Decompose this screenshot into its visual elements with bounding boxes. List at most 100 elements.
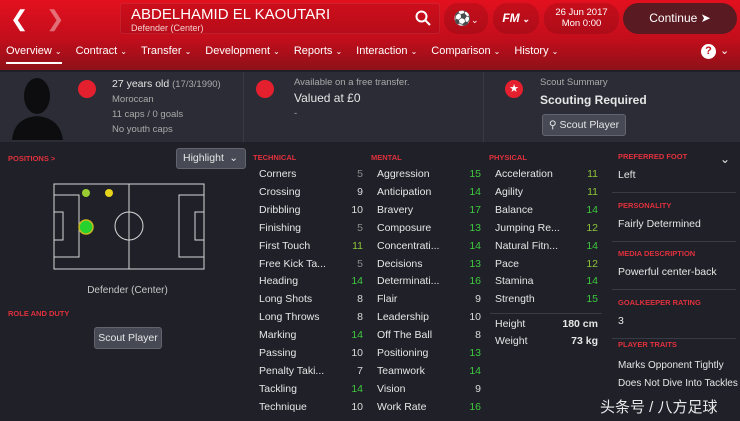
attribute-row[interactable]: Heading 14 [259, 272, 363, 290]
attribute-row[interactable]: Agility 11 [495, 183, 598, 201]
attribute-row[interactable]: Concentrati... 14 [377, 237, 481, 255]
attribute-name: Corners [259, 168, 297, 180]
world-menu-button[interactable]: ⚽⌄ [444, 3, 488, 34]
player-position: Defender (Center) [131, 23, 204, 33]
tab-label: Comparison [431, 45, 491, 57]
tab-interaction[interactable]: Interaction ⌄ [356, 45, 417, 64]
attribute-value: 14 [469, 239, 481, 252]
attribute-row[interactable]: Stamina 14 [495, 272, 598, 290]
attribute-row[interactable]: Finishing 5 [259, 219, 363, 237]
search-icon[interactable] [415, 10, 431, 26]
player-title-box: ABDELHAMID EL KAOUTARI Defender (Center) [120, 3, 440, 34]
attribute-row[interactable]: Tackling 14 [259, 380, 363, 398]
attribute-row[interactable]: Corners 5 [259, 165, 363, 183]
tab-comparison[interactable]: Comparison ⌄ [431, 45, 500, 64]
chevron-down-icon: ⌄ [54, 47, 62, 56]
tab-transfer[interactable]: Transfer ⌄ [141, 45, 191, 64]
tab-overview[interactable]: Overview ⌄ [6, 45, 62, 64]
attribute-name: Teamwork [377, 364, 425, 377]
tab-reports[interactable]: Reports ⌄ [294, 45, 342, 64]
attribute-row[interactable]: Off The Ball 8 [377, 326, 481, 344]
highlight-dropdown[interactable]: Highlight ⌄ [176, 148, 246, 169]
attribute-name: Composure [377, 221, 432, 234]
fm-menu-button[interactable]: FM ⌄ [493, 3, 539, 34]
attribute-row[interactable]: First Touch 11 [259, 237, 363, 255]
watermark: 头条号 / 八方足球 [600, 399, 718, 416]
attribute-value: 14 [351, 329, 363, 342]
chevron-down-icon: ⌄ [470, 15, 479, 25]
attribute-row[interactable]: Marking 14 [259, 326, 363, 344]
chevron-down-icon: ⌄ [273, 47, 280, 56]
time: Mon 0:00 [561, 18, 602, 29]
attribute-row[interactable]: Crossing 9 [259, 183, 363, 201]
attribute-row[interactable]: Strength 15 [495, 290, 598, 308]
height-value: 180 cm [562, 318, 598, 330]
attribute-row[interactable]: Leadership 10 [377, 308, 481, 326]
side-section-title: PERSONALITY [618, 200, 672, 210]
attribute-row[interactable]: Free Kick Ta... 5 [259, 255, 363, 273]
attribute-row[interactable]: Technique 10 [259, 398, 363, 416]
tab-label: History [514, 45, 549, 57]
attribute-row[interactable]: Acceleration 11 [495, 165, 598, 183]
attribute-row[interactable]: Aggression 15 [377, 165, 481, 183]
attribute-name: Decisions [377, 257, 423, 270]
attribute-row[interactable]: Positioning 13 [377, 344, 481, 362]
positions-link[interactable]: POSITIONS > [8, 154, 56, 163]
attribute-row[interactable]: Jumping Re... 12 [495, 219, 598, 237]
attribute-row[interactable]: Penalty Taki... 7 [259, 362, 363, 380]
attribute-value: 14 [469, 185, 481, 198]
attribute-row[interactable]: Natural Fitn... 14 [495, 237, 598, 255]
physical-title: PHYSICAL [489, 153, 527, 162]
side-section-value: 3 [618, 314, 624, 327]
chevron-down-icon[interactable]: ⌄ [720, 45, 730, 57]
scout-player-button[interactable]: Scout Player [94, 327, 162, 349]
player-info-strip: 27 years old (17/3/1990) Moroccan 11 cap… [0, 72, 740, 142]
caps: 11 caps / 0 goals [112, 109, 184, 120]
attribute-value: 10 [469, 311, 481, 324]
attribute-row[interactable]: Balance 14 [495, 201, 598, 219]
attribute-row[interactable]: Long Shots 8 [259, 290, 363, 308]
continue-button[interactable]: Continue ➤ [623, 3, 737, 34]
chevron-down-icon[interactable]: ⌄ [720, 152, 731, 166]
attribute-row[interactable]: Dribbling 10 [259, 201, 363, 219]
attribute-name: Agility [495, 185, 524, 198]
attribute-name: Positioning [377, 347, 429, 359]
attribute-row[interactable]: Anticipation 14 [377, 183, 481, 201]
side-section-value: Left [618, 169, 636, 181]
highlight-label: Highlight [183, 152, 224, 164]
forward-icon[interactable]: ❯ [46, 6, 65, 31]
attribute-row[interactable]: Teamwork 14 [377, 362, 481, 380]
chevron-down-icon: ⌄ [410, 47, 418, 56]
attribute-value: 5 [357, 221, 363, 234]
attribute-row[interactable]: Flair 9 [377, 290, 481, 308]
attribute-value: 13 [469, 221, 481, 234]
position-dot-dc [78, 219, 94, 235]
help-icon[interactable]: ? [701, 44, 716, 59]
attribute-value: 16 [469, 275, 481, 288]
player-value: Valued at £0 [294, 91, 361, 105]
scout-player-button[interactable]: ⚲ Scout Player [542, 114, 626, 136]
attribute-row[interactable]: Passing 10 [259, 344, 363, 362]
attribute-row[interactable]: Determinati... 16 [377, 272, 481, 290]
attribute-value: 8 [357, 293, 363, 306]
attribute-row[interactable]: Composure 13 [377, 219, 481, 237]
date: 26 Jun 2017 [555, 7, 608, 18]
attribute-row[interactable]: Decisions 13 [377, 255, 481, 273]
chevron-down-icon: ⌄ [519, 14, 530, 24]
attribute-row[interactable]: Long Throws 8 [259, 308, 363, 326]
nationality[interactable]: Moroccan [112, 94, 154, 105]
attribute-row[interactable]: Bravery 17 [377, 201, 481, 219]
tab-development[interactable]: Development ⌄ [205, 45, 280, 64]
tab-label: Transfer [140, 45, 182, 57]
attribute-value: 14 [586, 275, 598, 288]
attribute-row[interactable]: Work Rate 16 [377, 398, 481, 416]
attribute-value: 15 [469, 168, 481, 180]
attribute-name: Balance [495, 203, 533, 216]
tab-label: Reports [293, 45, 333, 57]
back-icon[interactable]: ❮ [10, 6, 29, 31]
tab-contract[interactable]: Contract ⌄ [76, 45, 127, 64]
attribute-row[interactable]: Vision 9 [377, 380, 481, 398]
tab-history[interactable]: History ⌄ [514, 45, 558, 64]
attribute-name: Pace [495, 257, 519, 270]
attribute-row[interactable]: Pace 12 [495, 255, 598, 273]
